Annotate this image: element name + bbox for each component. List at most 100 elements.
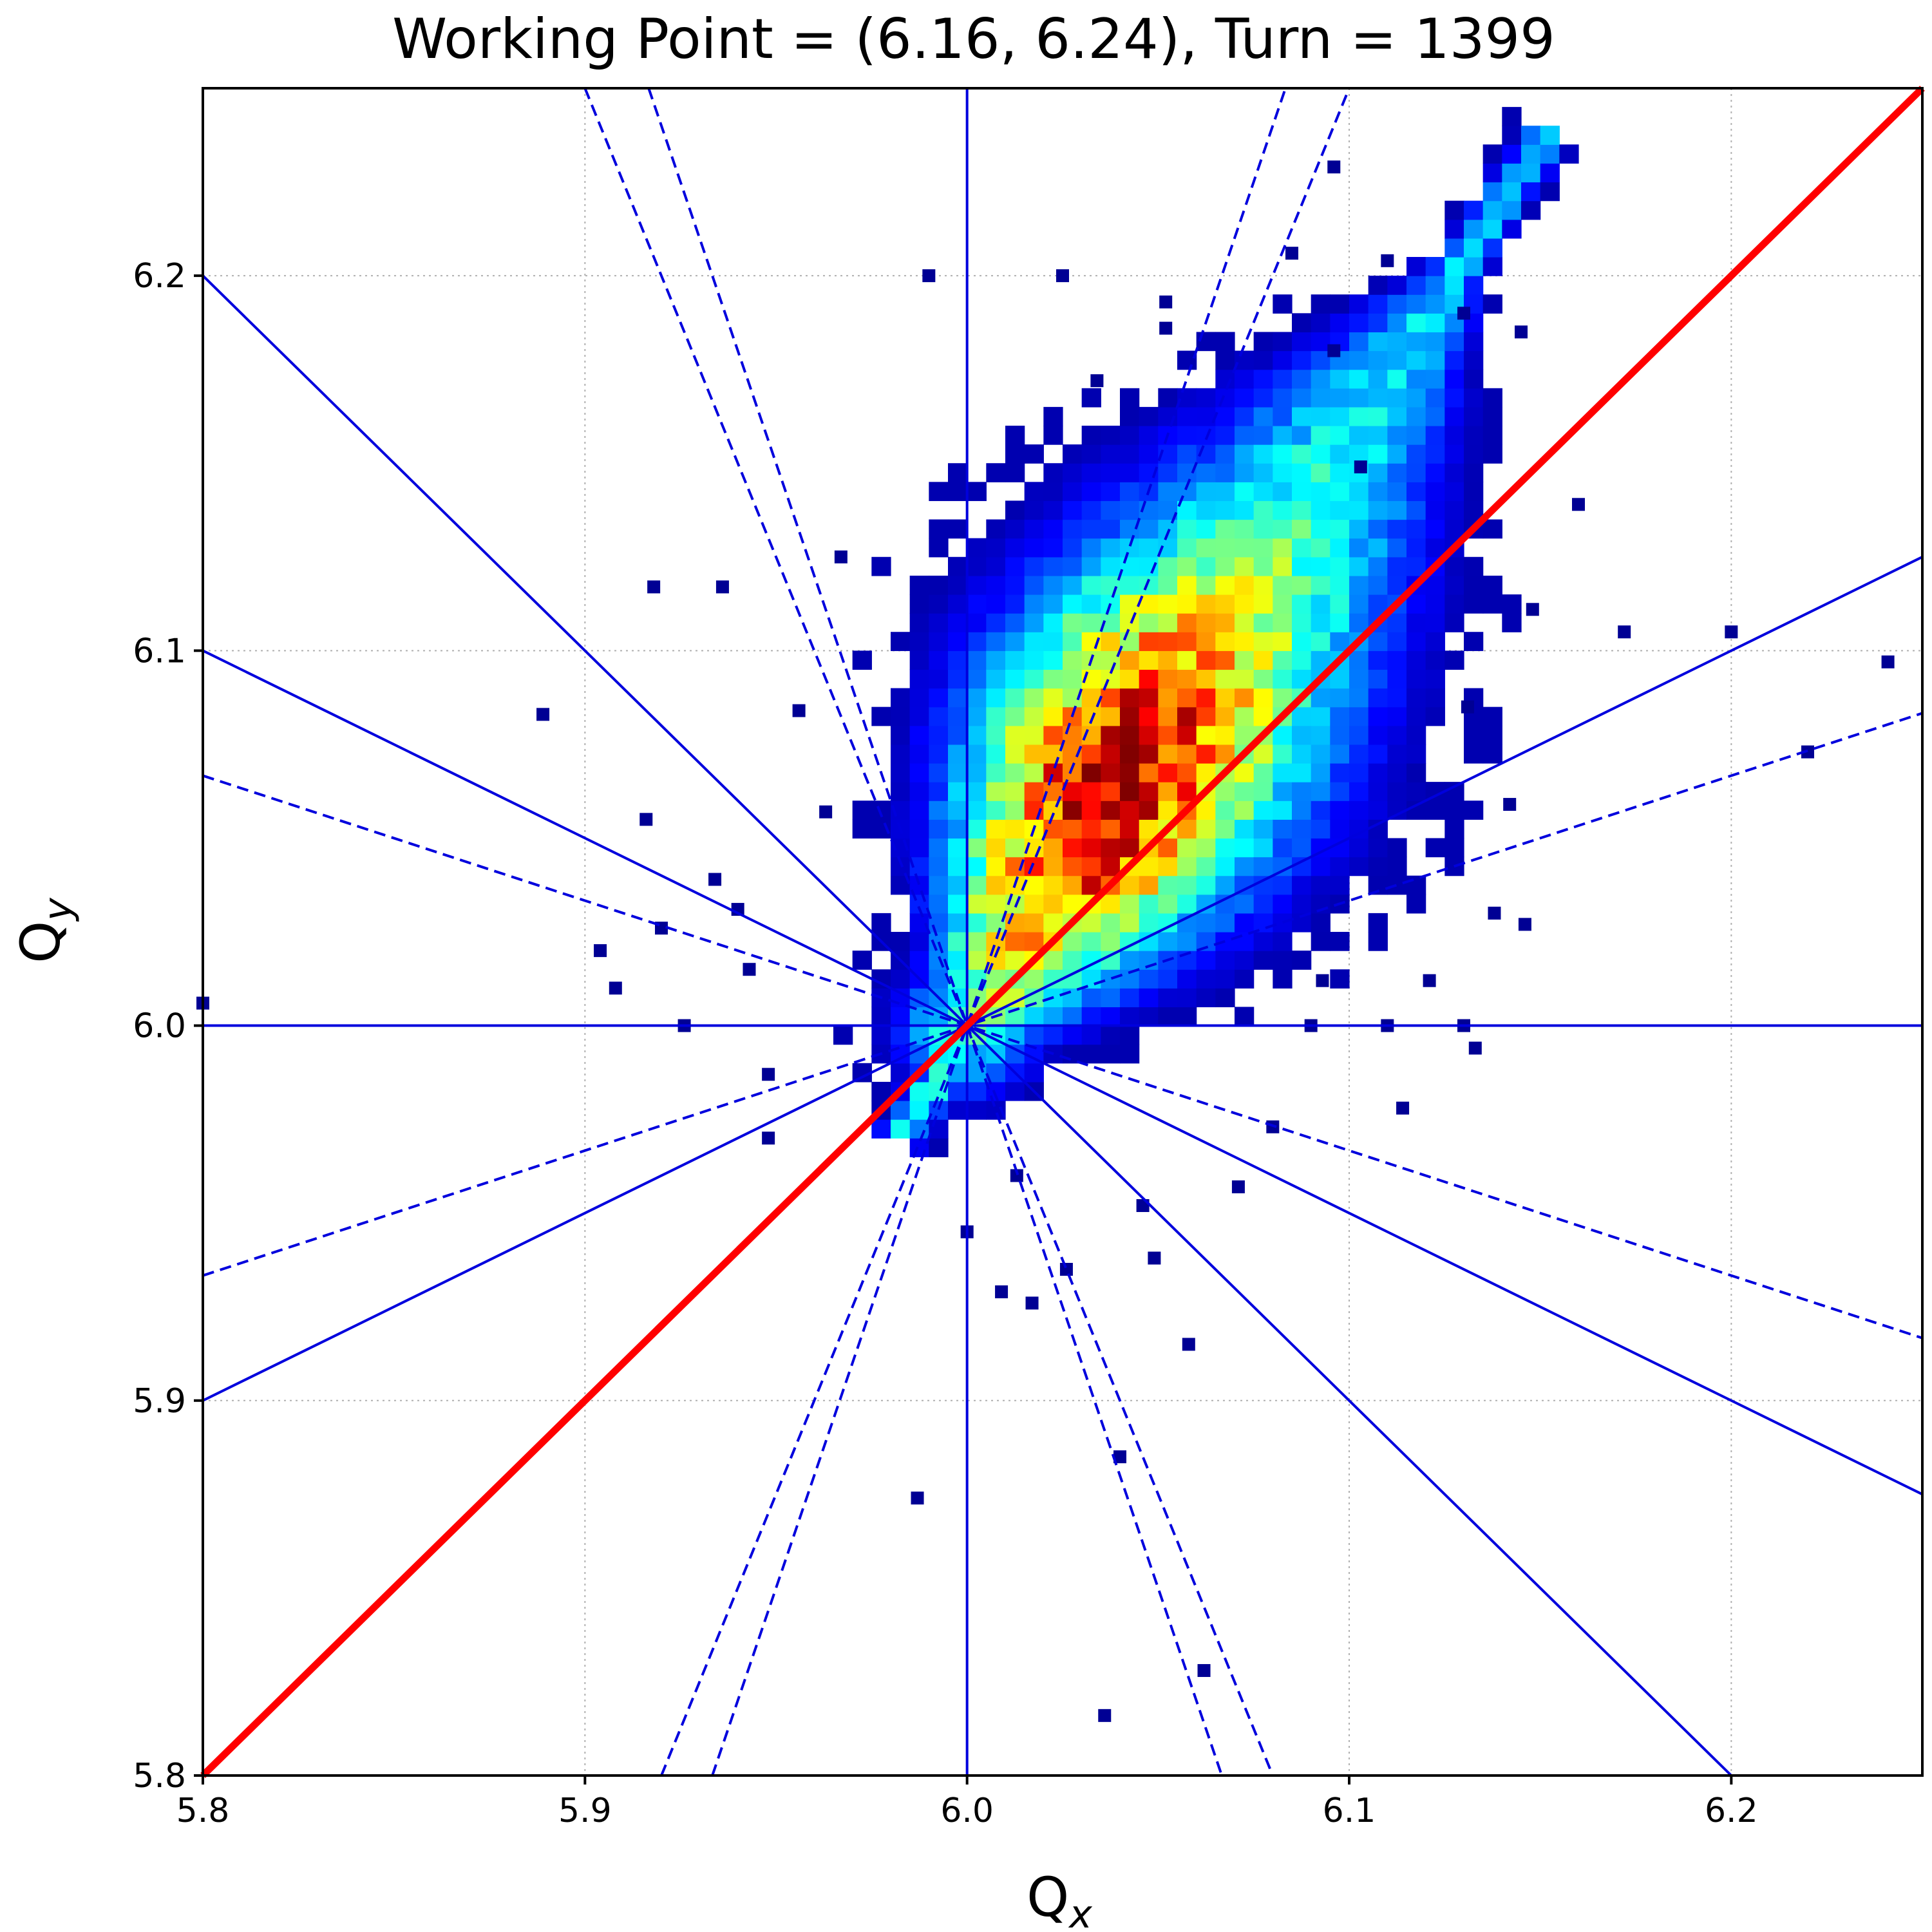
density-bin (929, 1007, 949, 1027)
density-bin (1024, 932, 1044, 951)
density-bin (1235, 669, 1255, 689)
outlier-bin (1090, 374, 1104, 388)
density-bin (1177, 988, 1197, 1008)
outlier-bin (1468, 1041, 1482, 1055)
density-bin (1349, 388, 1369, 408)
density-bin (1196, 725, 1216, 745)
density-bin (1253, 406, 1273, 426)
density-bin (1273, 725, 1293, 745)
density-bin (1368, 426, 1388, 445)
density-bin (1273, 913, 1293, 933)
density-bin (986, 763, 1006, 782)
density-bin (1120, 444, 1140, 464)
density-bin (1024, 500, 1044, 520)
density-bin (1253, 913, 1273, 933)
density-bin (1063, 894, 1083, 914)
density-bin (1005, 632, 1025, 651)
density-bin (1235, 500, 1255, 520)
density-bin (1349, 350, 1369, 370)
density-bin (852, 819, 872, 839)
density-bin (1368, 857, 1388, 876)
density-bin (1387, 650, 1407, 670)
density-bin (1292, 594, 1312, 614)
density-bin (948, 688, 968, 708)
density-bin (1444, 219, 1464, 239)
density-bin (1464, 369, 1484, 389)
density-bin (1444, 388, 1464, 408)
density-bin (1063, 538, 1083, 558)
density-bin (1235, 538, 1255, 558)
density-bin (1482, 144, 1502, 164)
density-bin (1101, 1025, 1121, 1045)
outlier-bin (536, 708, 550, 721)
density-bin (1196, 688, 1216, 708)
density-bin (909, 1081, 929, 1101)
density-bin (1368, 313, 1388, 333)
density-bin (1024, 613, 1044, 632)
density-bin (1502, 163, 1522, 183)
density-bin (1482, 294, 1502, 314)
density-bin (1081, 613, 1101, 632)
y-tick-label: 6.1 (133, 632, 186, 670)
density-bin (1081, 388, 1101, 408)
density-bin (1292, 332, 1312, 352)
density-bin (1349, 313, 1369, 333)
density-bin (1101, 951, 1121, 970)
density-bin (1292, 706, 1312, 726)
density-bin (1215, 650, 1235, 670)
density-bin (1139, 669, 1159, 689)
density-bin (1387, 538, 1407, 558)
density-bin (929, 763, 949, 782)
density-bin (948, 519, 968, 539)
density-bin (1196, 951, 1216, 970)
density-bin (1196, 575, 1216, 595)
density-bin (1273, 632, 1293, 651)
density-bin (1196, 763, 1216, 782)
density-bin (1081, 875, 1101, 895)
density-bin (1005, 744, 1025, 764)
density-bin (1139, 444, 1159, 464)
density-bin (1368, 369, 1388, 389)
density-bin (1311, 819, 1331, 839)
density-bin (1482, 200, 1502, 220)
density-bin (1349, 594, 1369, 614)
density-bin (1273, 650, 1293, 670)
density-bin (1349, 332, 1369, 352)
density-bin (1043, 613, 1063, 632)
density-bin (1330, 744, 1350, 764)
density-bin (1330, 594, 1350, 614)
density-bin (1005, 819, 1025, 839)
outlier-bin (1503, 798, 1517, 811)
density-bin (967, 838, 987, 858)
density-bin (1235, 800, 1255, 820)
density-bin (1177, 669, 1197, 689)
x-tick-label: 5.8 (176, 1792, 230, 1830)
density-bin (1196, 800, 1216, 820)
density-bin (1292, 650, 1312, 670)
density-bin (871, 706, 891, 726)
density-bin (891, 988, 911, 1008)
density-bin (1311, 463, 1331, 482)
density-bin (891, 688, 911, 708)
density-bin (1425, 350, 1445, 370)
density-bin (1101, 725, 1121, 745)
density-bin (1120, 819, 1140, 839)
density-bin (1139, 875, 1159, 895)
density-bin (1521, 200, 1541, 220)
density-bin (1406, 613, 1426, 632)
density-bin (948, 706, 968, 726)
density-bin (1444, 838, 1464, 858)
density-bin (1425, 444, 1445, 464)
density-bin (1273, 500, 1293, 520)
density-bin (1425, 332, 1445, 352)
density-bin (1311, 875, 1331, 895)
density-bin (1043, 632, 1063, 651)
density-bin (1273, 388, 1293, 408)
density-bin (1387, 632, 1407, 651)
density-bin (1063, 932, 1083, 951)
density-bin (1387, 763, 1407, 782)
density-bin (909, 800, 929, 820)
density-bin (1158, 725, 1178, 745)
density-bin (1101, 706, 1121, 726)
density-bin (1043, 463, 1063, 482)
